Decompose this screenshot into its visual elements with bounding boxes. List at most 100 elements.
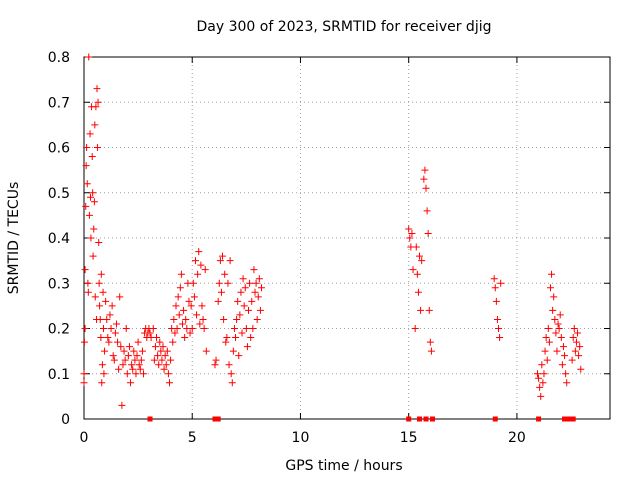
data-point [241,284,249,292]
data-point [190,293,198,301]
data-point [107,325,115,332]
baseline-marker [215,416,221,422]
data-point [100,370,108,378]
data-point [195,248,203,256]
data-point [194,270,202,278]
data-point [175,311,183,319]
data-point [551,315,559,323]
data-point [172,302,180,310]
data-point [536,383,544,391]
y-tick-label: 0.5 [48,186,70,202]
data-point [422,184,430,192]
data-point [188,325,196,332]
data-point [548,270,556,278]
data-point [129,365,137,373]
data-point [161,352,169,360]
data-point [544,325,552,332]
x-tick-label: 0 [80,430,89,446]
data-point [254,293,262,301]
data-point [224,279,232,287]
data-point [159,343,167,351]
data-point [496,334,504,342]
data-point [423,207,431,215]
data-point [106,311,114,319]
data-point [127,379,135,387]
data-point [222,338,230,346]
data-point [88,153,96,161]
data-point [424,229,432,237]
data-point [555,325,563,332]
data-point [108,302,116,310]
data-point [99,288,107,296]
data-point [490,275,498,283]
baseline-marker [430,416,436,422]
data-point [173,325,181,332]
data-point [167,356,175,364]
x-tick-label: 10 [292,430,310,446]
data-point [186,329,194,337]
data-point [166,379,174,387]
data-point [81,266,89,274]
data-point [111,329,119,337]
data-point [559,343,567,351]
data-point [575,352,583,360]
data-point [219,252,227,260]
data-point [216,257,224,265]
data-point [153,334,161,342]
data-point [95,279,103,287]
data-point [425,306,433,314]
x-tick-label: 15 [400,430,418,446]
data-point [228,379,236,387]
data-point [123,370,131,378]
data-point [89,189,97,197]
data-point [95,239,103,247]
data-point [134,338,142,346]
y-tick-label: 0.2 [48,322,70,338]
data-point [541,347,549,355]
data-point [119,361,127,369]
data-point [80,338,88,346]
data-point [182,315,190,323]
data-point [130,347,138,355]
data-point [86,193,94,201]
data-point [221,270,229,278]
data-point [136,365,144,373]
data-point [408,229,416,237]
data-point [545,338,553,346]
data-point [104,334,112,342]
data-point [411,325,419,332]
data-point [83,144,91,151]
data-point [236,311,244,319]
data-point [246,279,254,287]
data-point [570,325,578,332]
data-point [417,306,425,314]
data-point [533,370,541,378]
data-point [82,202,90,210]
data-points [80,53,585,409]
data-point [91,293,99,301]
x-tick-label: 20 [508,430,526,446]
data-point [226,257,234,265]
data-point [243,343,251,351]
data-point [418,257,426,265]
data-point [157,347,165,355]
data-point [81,325,89,332]
data-point [98,361,106,369]
data-point [170,315,178,323]
data-point [105,338,113,346]
data-point [201,266,209,274]
data-point [93,85,101,93]
data-point [248,297,256,305]
data-point [233,315,241,323]
baseline-markers [147,416,576,422]
data-point [239,275,247,283]
data-point [198,302,206,310]
data-point [554,320,562,328]
data-point [232,334,240,342]
data-point [84,288,92,296]
baseline-marker [492,416,498,422]
data-point [191,257,199,265]
y-tick-label: 0.8 [48,50,70,66]
data-point [549,306,557,314]
